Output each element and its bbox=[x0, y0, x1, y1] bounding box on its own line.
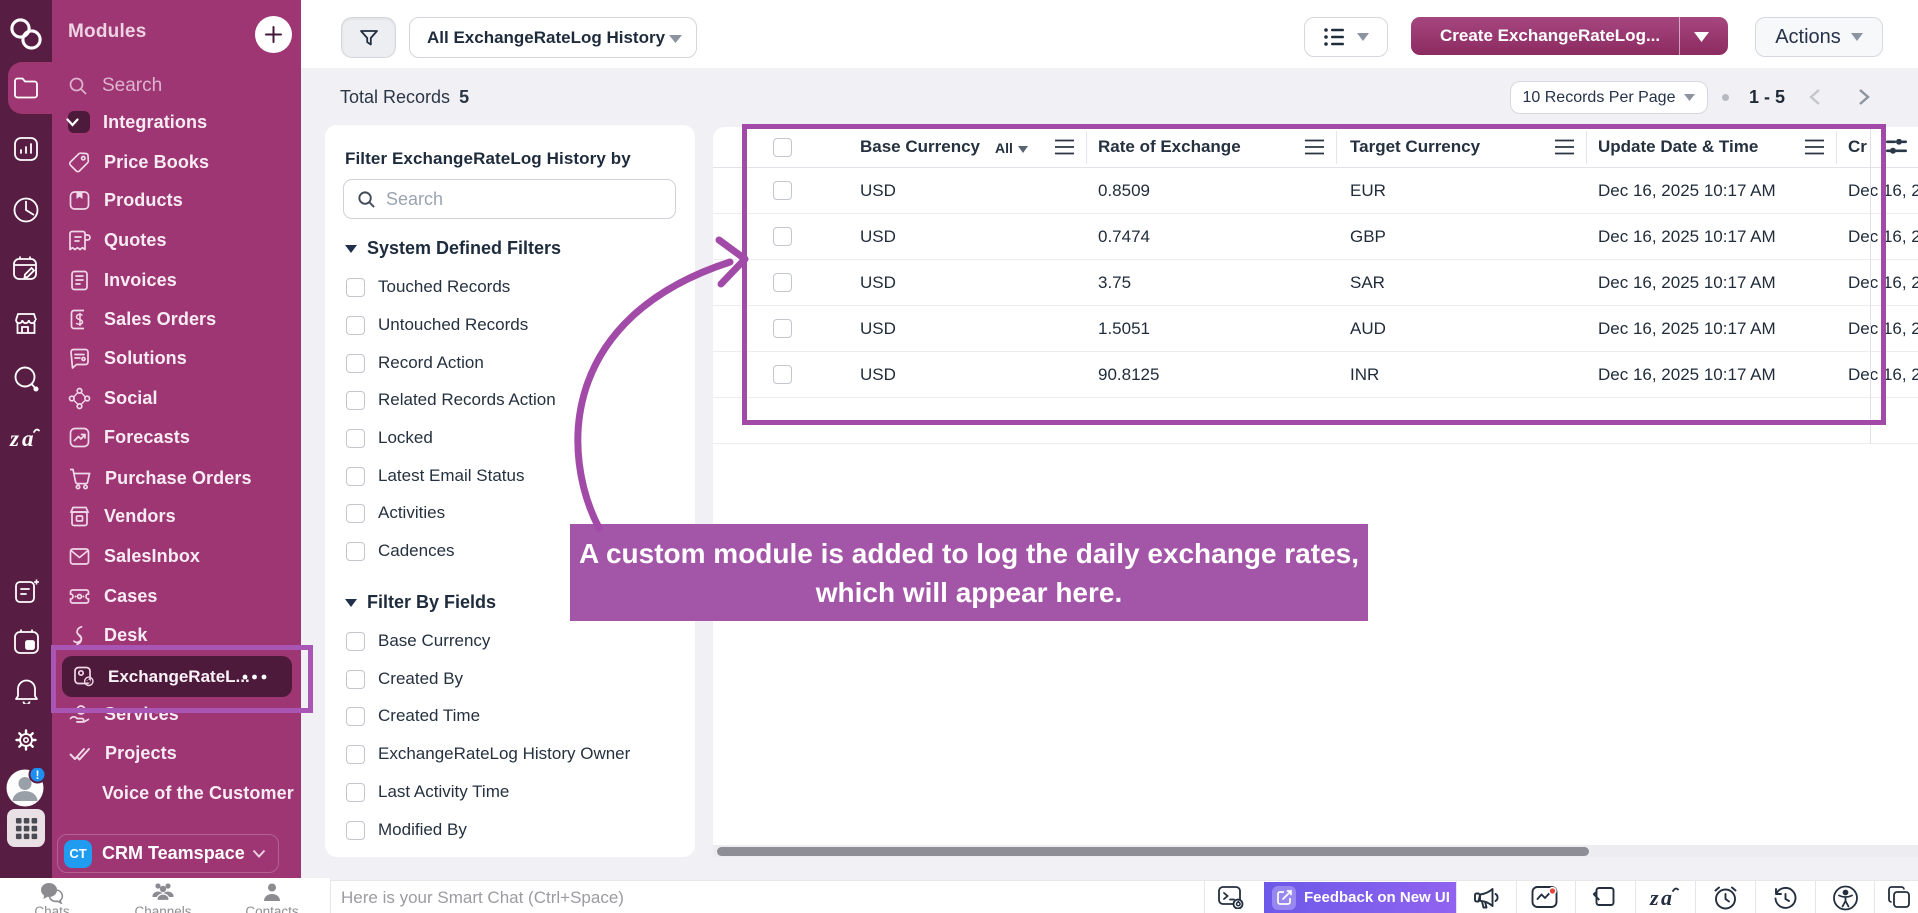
svg-text:z: z bbox=[1649, 885, 1659, 910]
svg-text:z: z bbox=[9, 426, 19, 451]
svg-text:a: a bbox=[1661, 885, 1672, 910]
svg-text:a: a bbox=[22, 426, 34, 451]
svg-text:!: ! bbox=[36, 768, 40, 782]
